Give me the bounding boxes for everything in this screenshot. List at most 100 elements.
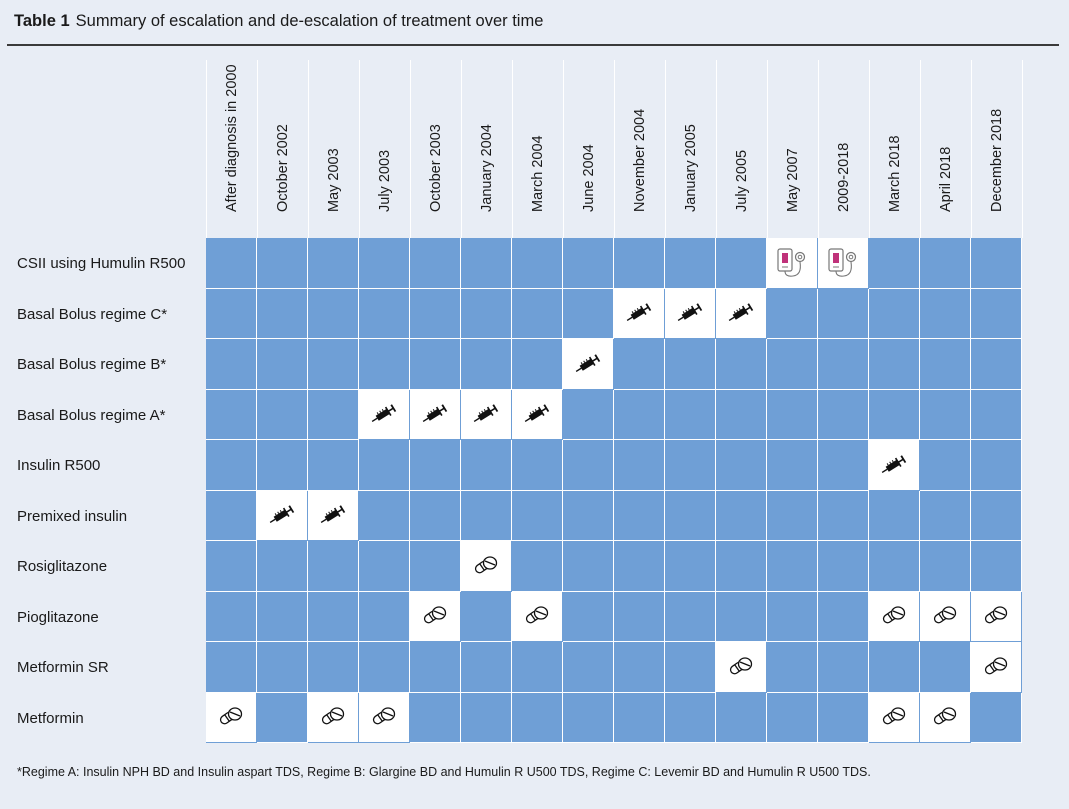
treatment-cell — [716, 541, 767, 592]
treatment-cell — [308, 288, 359, 339]
column-header: July 2005 — [716, 60, 767, 238]
treatment-cell — [257, 440, 308, 491]
treatment-cell — [461, 339, 512, 390]
treatment-cell — [359, 339, 410, 390]
treatment-cell — [665, 591, 716, 642]
treatment-cell — [614, 591, 665, 642]
treatment-cell — [512, 440, 563, 491]
treatment-cell — [206, 440, 257, 491]
treatment-cell — [767, 692, 818, 743]
treatment-cell-active — [665, 288, 716, 339]
treatment-cell — [359, 541, 410, 592]
treatment-cell-active — [512, 389, 563, 440]
column-header: After diagnosis in 2000 — [206, 60, 257, 238]
treatment-cell — [818, 591, 869, 642]
column-header-label: October 2002 — [275, 124, 291, 212]
treatment-cell — [614, 541, 665, 592]
treatment-cell — [920, 490, 971, 541]
treatment-cell — [920, 288, 971, 339]
treatment-cell — [461, 642, 512, 693]
column-header: October 2003 — [410, 60, 461, 238]
treatment-cell — [716, 389, 767, 440]
treatment-cell — [614, 339, 665, 390]
treatment-cell — [257, 389, 308, 440]
treatment-cell — [818, 288, 869, 339]
treatment-cell — [971, 238, 1022, 289]
column-header-label: July 2005 — [734, 149, 750, 212]
treatment-cell — [410, 238, 461, 289]
column-header-label: April 2018 — [938, 146, 954, 212]
treatment-cell — [410, 339, 461, 390]
treatment-cell — [359, 591, 410, 642]
treatment-cell-active — [359, 389, 410, 440]
treatment-cell — [563, 389, 614, 440]
title-divider — [7, 44, 1059, 46]
column-header: May 2007 — [767, 60, 818, 238]
treatment-cell — [563, 692, 614, 743]
column-header: May 2003 — [308, 60, 359, 238]
column-header-label: March 2018 — [887, 135, 903, 212]
treatment-cell — [512, 238, 563, 289]
column-header: July 2003 — [359, 60, 410, 238]
treatment-cell-active — [563, 339, 614, 390]
treatment-cell — [512, 288, 563, 339]
treatment-cell — [359, 440, 410, 491]
treatment-cell — [563, 288, 614, 339]
treatment-cell-active — [869, 440, 920, 491]
treatment-cell — [461, 440, 512, 491]
column-header-label: July 2003 — [377, 149, 393, 212]
treatment-cell — [971, 288, 1022, 339]
treatment-cell — [206, 238, 257, 289]
treatment-cell — [920, 389, 971, 440]
treatment-cell — [461, 490, 512, 541]
treatment-cell — [869, 642, 920, 693]
treatment-cell — [512, 541, 563, 592]
column-header-label: June 2004 — [581, 144, 597, 212]
column-header-label: 2009-2018 — [836, 142, 852, 212]
treatment-cell — [971, 339, 1022, 390]
treatment-cell — [410, 288, 461, 339]
column-header-label: January 2005 — [683, 124, 699, 212]
treatment-cell — [206, 591, 257, 642]
treatment-cell — [308, 389, 359, 440]
row-label: Metformin — [17, 709, 84, 727]
treatment-cell — [461, 591, 512, 642]
row-label: Premixed insulin — [17, 507, 128, 525]
treatment-cell — [359, 490, 410, 541]
treatment-cell — [257, 642, 308, 693]
column-header-label: October 2003 — [428, 124, 444, 212]
treatment-cell — [257, 692, 308, 743]
column-header: June 2004 — [563, 60, 614, 238]
treatment-cell — [920, 541, 971, 592]
treatment-cell — [920, 238, 971, 289]
column-header: January 2004 — [461, 60, 512, 238]
treatment-cell — [716, 440, 767, 491]
treatment-cell — [716, 490, 767, 541]
treatment-cell-active — [716, 288, 767, 339]
row-label: Basal Bolus regime C* — [17, 305, 168, 323]
treatment-cell — [206, 288, 257, 339]
treatment-cell — [206, 490, 257, 541]
column-header: March 2004 — [512, 60, 563, 238]
column-header: October 2002 — [257, 60, 308, 238]
treatment-cell — [308, 238, 359, 289]
column-header: November 2004 — [614, 60, 665, 238]
treatment-cell — [767, 490, 818, 541]
treatment-cell — [665, 692, 716, 743]
column-header: 2009-2018 — [818, 60, 869, 238]
treatment-cell — [971, 389, 1022, 440]
treatment-cell — [716, 238, 767, 289]
row-label: Basal Bolus regime A* — [17, 406, 166, 424]
treatment-cell — [665, 389, 716, 440]
table-number: Table 1 — [14, 12, 70, 30]
treatment-cell — [971, 541, 1022, 592]
treatment-cell-active — [461, 541, 512, 592]
row-label: Rosiglitazone — [17, 558, 108, 575]
treatment-cell — [206, 541, 257, 592]
treatment-cell — [359, 642, 410, 693]
column-header-label: After diagnosis in 2000 — [224, 64, 240, 212]
column-header: April 2018 — [920, 60, 971, 238]
treatment-cell — [257, 339, 308, 390]
column-header: March 2018 — [869, 60, 920, 238]
treatment-cell — [716, 692, 767, 743]
